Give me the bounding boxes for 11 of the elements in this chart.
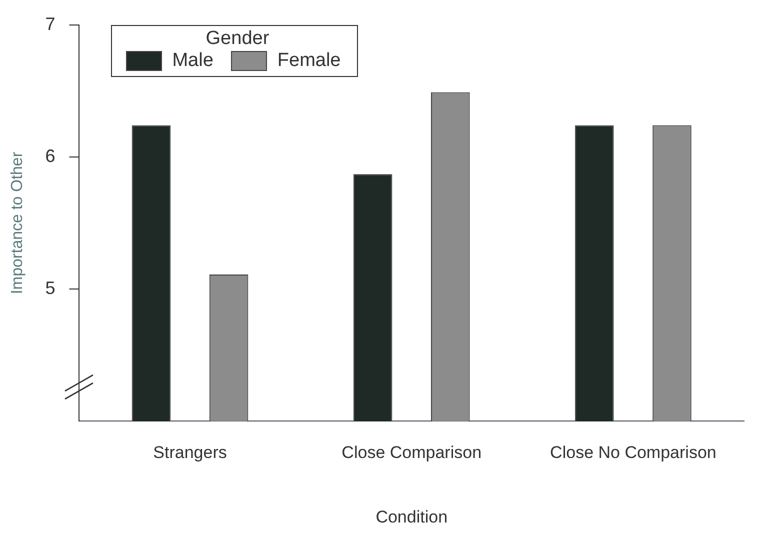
x-tick-label: Close Comparison (342, 443, 482, 462)
x-tick-label: Close No Comparison (550, 443, 716, 462)
y-tick-label: 7 (45, 14, 56, 34)
y-axis-title: Importance to Other (9, 151, 26, 294)
y-tick-label: 6 (45, 146, 56, 166)
legend-label: Male (172, 50, 214, 72)
x-tick-label: Strangers (153, 443, 227, 462)
x-axis-title: Condition (376, 507, 448, 526)
legend-title: Gender (204, 28, 270, 50)
legend-label: Female (277, 50, 341, 72)
y-tick-label: 5 (45, 278, 56, 298)
